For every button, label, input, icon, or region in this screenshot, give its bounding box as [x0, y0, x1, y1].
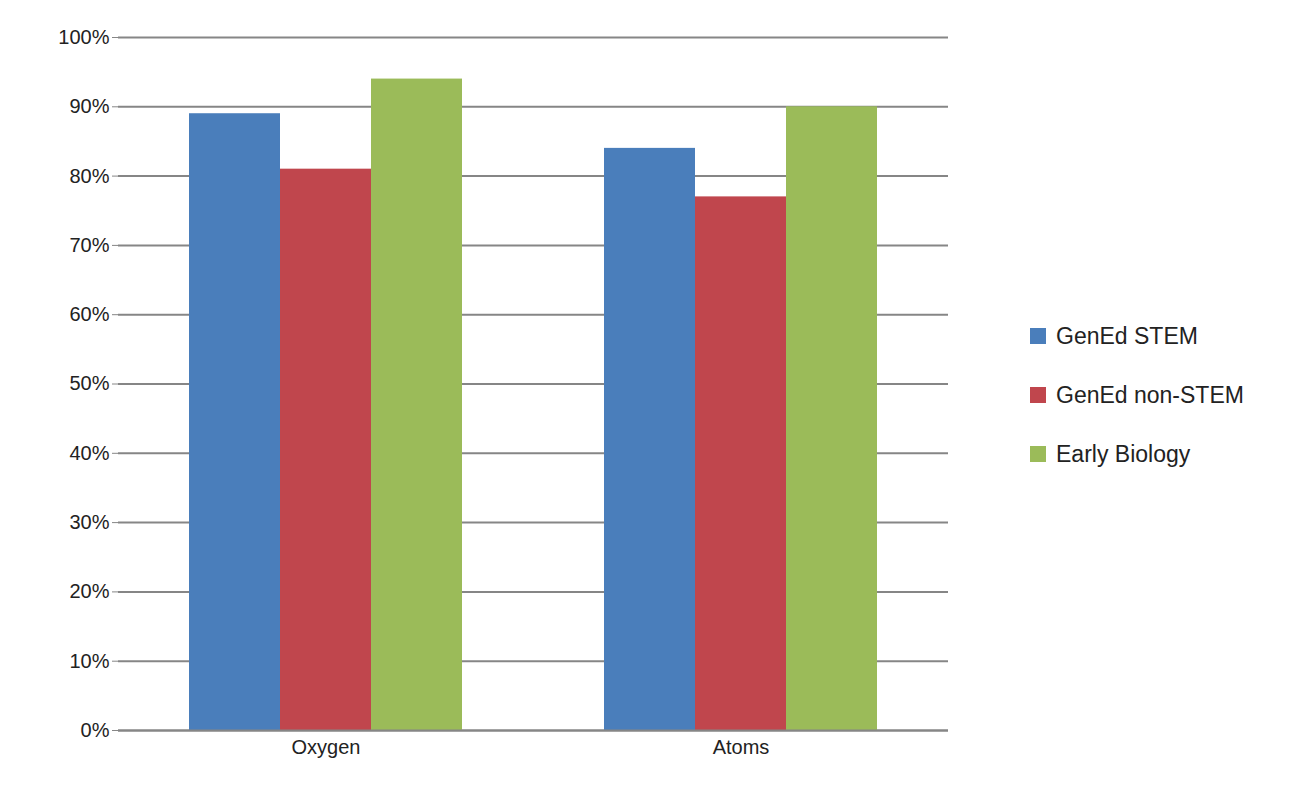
svg-text:40%: 40%	[69, 442, 109, 464]
svg-text:50%: 50%	[69, 372, 109, 394]
html-text:GenEd STEM: GenEd STEM	[1056, 322, 1198, 349]
svg-text:70%: 70%	[69, 234, 109, 256]
svg-text:Oxygen: Oxygen	[292, 736, 361, 758]
svg-text:80%: 80%	[69, 165, 109, 187]
svg-text:60%: 60%	[69, 303, 109, 325]
html-text:Early Biology: Early Biology	[1056, 440, 1191, 467]
html-text:GenEd non-STEM: GenEd non-STEM	[1056, 381, 1244, 408]
svg-text:30%: 30%	[69, 511, 109, 533]
svg-text:20%: 20%	[69, 580, 109, 602]
svg-text:Atoms: Atoms	[713, 736, 770, 758]
svg-text:0%: 0%	[81, 719, 110, 741]
svg-text:10%: 10%	[69, 650, 109, 672]
svg-text:90%: 90%	[69, 95, 109, 117]
svg-text:100%: 100%	[58, 26, 109, 48]
